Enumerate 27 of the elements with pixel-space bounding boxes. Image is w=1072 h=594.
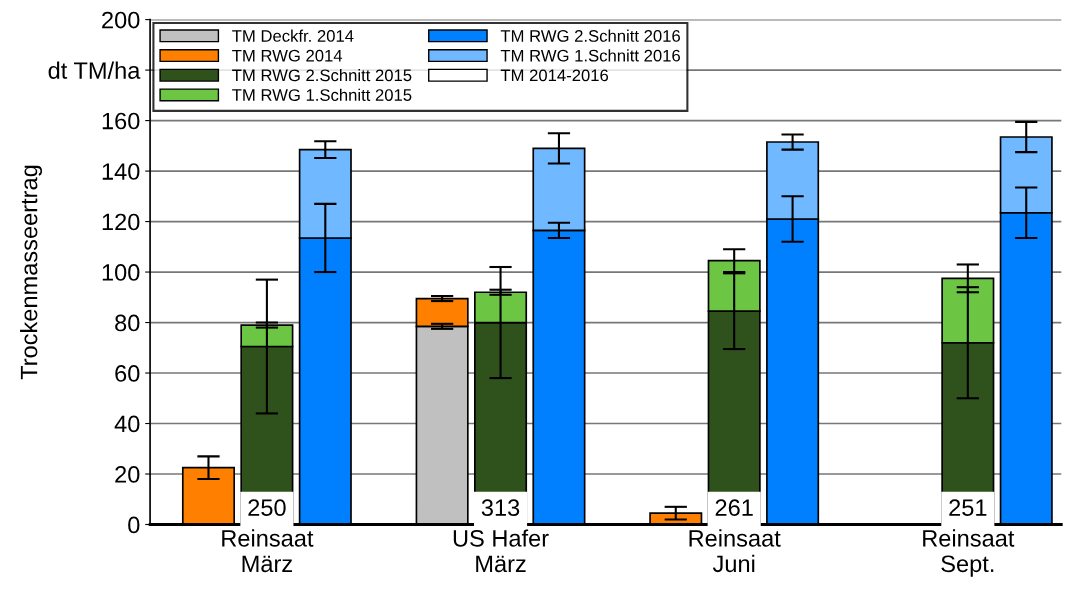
y-tick-label: 200 (102, 11, 140, 29)
y-axis-title: Trockenmasseertrag (20, 165, 43, 380)
x-tick-label: US Hafer März (453, 529, 549, 573)
y-tick-label: 40 (114, 415, 140, 433)
y-tick-label: 100 (102, 264, 140, 281)
legend-label: TM Deckfr. 2014 (232, 29, 354, 42)
x-tick-label: Reinsaat Sept. (923, 529, 1015, 577)
legend-label: TM RWG 1.Schnitt 2016 (500, 49, 680, 62)
legend-label: TM RWG 1.Schnitt 2015 (232, 88, 412, 101)
y-tick-label: dt TM/ha (48, 61, 141, 79)
legend-label: TM RWG 2.Schnitt 2016 (500, 29, 680, 42)
y-tick-label: 60 (115, 365, 140, 382)
legend-label: TM RWG 2014 (232, 49, 343, 62)
legend-label: TM RWG 2.Schnitt 2015 (232, 69, 412, 82)
y-tick-label: 120 (102, 213, 140, 231)
y-tick-label: 20 (115, 466, 140, 483)
y-tick-label: 140 (102, 163, 140, 180)
y-tick-label: 80 (115, 314, 140, 332)
annotation: 251 (949, 499, 987, 517)
y-tick-label: 0 (128, 516, 140, 534)
annotation: 250 (248, 499, 286, 517)
annotation: 313 (481, 499, 520, 517)
legend-label: TM 2014-2016 (500, 69, 609, 82)
x-tick-label: Reinsaat März (222, 529, 314, 573)
annotation: 261 (715, 499, 753, 517)
y-tick-label: 160 (102, 112, 140, 130)
x-tick-label: Reinsaat Juni (689, 529, 781, 573)
